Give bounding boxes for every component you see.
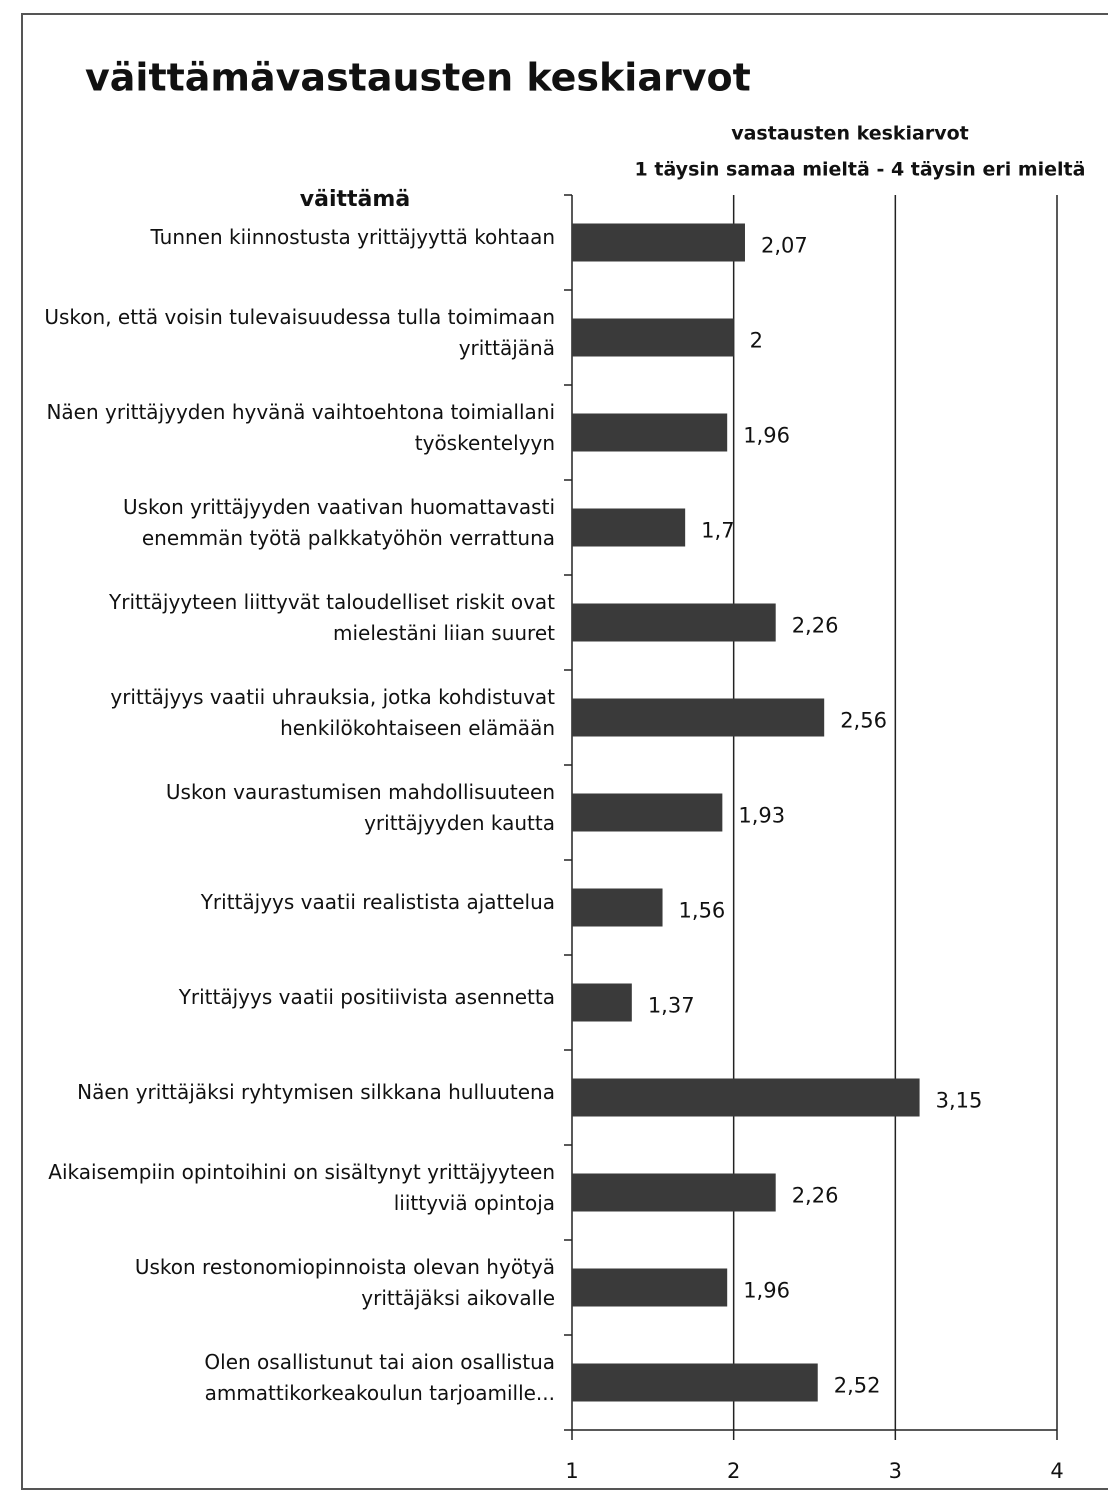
value-label: 2,26 (792, 1184, 839, 1208)
value-label: 1,93 (738, 804, 785, 828)
value-label: 1,7 (701, 519, 734, 543)
x-tick-label: 4 (1050, 1459, 1063, 1483)
value-label: 1,96 (743, 424, 790, 448)
value-label: 1,56 (679, 899, 726, 923)
value-label: 2,26 (792, 614, 839, 638)
bar (572, 1363, 818, 1402)
value-label: 2,52 (834, 1374, 881, 1398)
bar (572, 1078, 920, 1117)
bar (572, 888, 663, 927)
y-tick-label: Näen yrittäjyyden hyvänä vaihtoehtona to… (46, 399, 555, 455)
x-tick-label: 1 (565, 1459, 578, 1483)
bar (572, 223, 745, 262)
value-label: 2,56 (840, 709, 887, 733)
y-tick-label: Yrittäjyyteen liittyvät taloudelliset ri… (109, 589, 555, 645)
chart-title: väittämävastausten keskiarvot (85, 56, 751, 100)
y-axis-title: väittämä (300, 187, 410, 212)
y-tick-label: Näen yrittäjäksi ryhtymisen silkkana hul… (77, 1080, 555, 1104)
frame (21, 13, 1108, 1490)
value-label: 3,15 (936, 1089, 983, 1113)
y-tick-label: Uskon restonomiopinnoista olevan hyötyä … (134, 1254, 555, 1310)
bar (572, 793, 723, 832)
x-tick-label: 2 (727, 1459, 740, 1483)
y-tick-label: Olen osallistunut tai aion osallistua am… (204, 1349, 555, 1405)
bar (572, 983, 632, 1022)
value-label: 2 (750, 329, 763, 353)
value-label: 1,96 (743, 1279, 790, 1303)
bar (572, 508, 686, 547)
bar (572, 1268, 728, 1307)
y-tick-label: Tunnen kiinnostusta yrittäjyyttä kohtaan (150, 225, 555, 249)
x-axis-title: vastausten keskiarvot (731, 123, 969, 145)
bar (572, 603, 776, 642)
y-tick-label: Aikaisempiin opintoihini on sisältynyt y… (48, 1159, 555, 1215)
bar (572, 413, 728, 452)
bar (572, 318, 734, 357)
y-tick-label: Uskon yrittäjyyden vaativan huomattavast… (122, 494, 555, 550)
bar (572, 1173, 776, 1212)
y-tick-label: Yrittäjyys vaatii positiivista asennetta (178, 985, 555, 1009)
x-axis-title: 1 täysin samaa mieltä - 4 täysin eri mie… (635, 159, 1086, 181)
value-label: 2,07 (761, 234, 808, 258)
y-tick-label: Uskon, että voisin tulevaisuudessa tulla… (44, 304, 555, 360)
y-tick-label: Yrittäjyys vaatii realistista ajattelua (200, 890, 555, 914)
x-tick-label: 3 (889, 1459, 902, 1483)
y-tick-label: Uskon vaurastumisen mahdollisuuteen yrit… (165, 779, 555, 835)
value-label: 1,37 (648, 994, 695, 1018)
y-tick-label: yrittäjyys vaatii uhrauksia, jotka kohdi… (110, 684, 555, 740)
bar (572, 698, 825, 737)
